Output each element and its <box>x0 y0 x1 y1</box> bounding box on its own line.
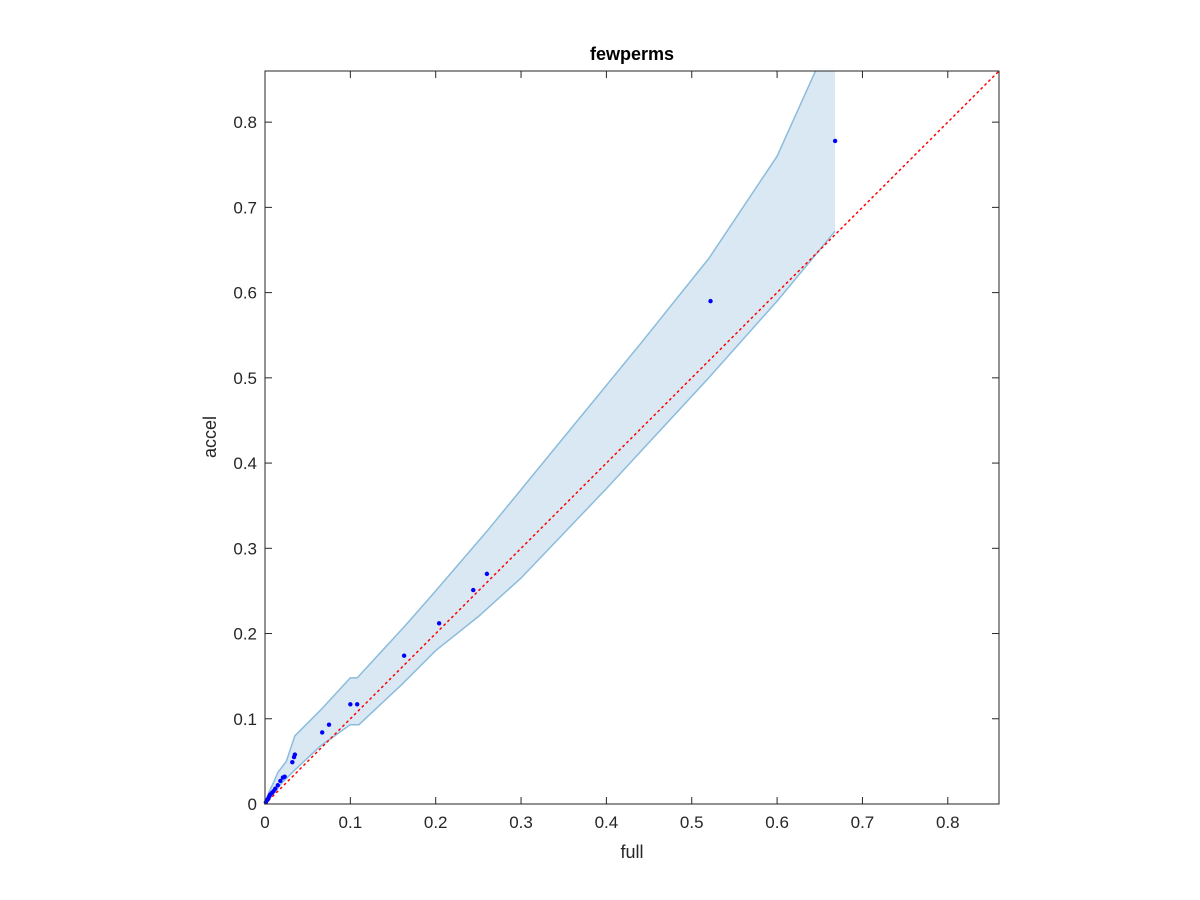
reference-line <box>264 70 1000 805</box>
data-point <box>319 730 325 735</box>
x-tick-label: 0.7 <box>851 813 875 832</box>
data-point <box>471 587 476 593</box>
confidence-band <box>265 71 836 804</box>
chart-title: fewperms <box>590 44 674 64</box>
band-upper-edge <box>265 71 817 804</box>
data-point <box>278 778 283 784</box>
y-tick-label: 0.4 <box>233 454 257 473</box>
data-point <box>401 653 407 658</box>
x-tick-label: 0 <box>260 813 269 832</box>
band-layer <box>265 71 836 804</box>
y-tick-label: 0.7 <box>233 198 257 217</box>
y-tick-label: 0.8 <box>233 113 257 132</box>
data-point <box>484 571 490 577</box>
x-tick-label: 0.2 <box>424 813 448 832</box>
y-tick-label: 0.1 <box>233 710 257 729</box>
data-point <box>436 621 442 626</box>
data-point <box>326 722 332 727</box>
data-point <box>354 702 360 707</box>
x-tick-label: 0.6 <box>765 813 789 832</box>
data-point <box>275 783 281 788</box>
y-axis-label: accel <box>200 416 220 458</box>
data-point <box>290 760 295 765</box>
data-point <box>282 774 287 779</box>
x-tick-label: 0.5 <box>680 813 704 832</box>
x-tick-label: 0.1 <box>339 813 363 832</box>
tick-layer: 0 0.1 0.2 0.3 0.4 0.5 0.6 0.7 0.8 0 0.1 0.2 0.3 0.4 0.… <box>233 71 999 832</box>
band-lower-edge <box>265 230 836 804</box>
x-tick-label: 0.8 <box>936 813 960 832</box>
data-point <box>292 752 298 757</box>
data-point <box>273 786 278 791</box>
y-tick-label: 0.6 <box>233 284 257 303</box>
x-axis-label: full <box>620 842 643 862</box>
reference-line-layer <box>264 70 1000 805</box>
y-tick-label: 0.5 <box>233 369 257 388</box>
plot-area: 0 0.1 0.2 0.3 0.4 0.5 0.6 0.7 0.8 0 0.1 0.2 0.3 0.4 0.… <box>233 70 1000 832</box>
x-tick-label: 0.3 <box>509 813 533 832</box>
y-tick-label: 0.2 <box>233 625 257 644</box>
data-point <box>832 138 838 144</box>
data-point <box>348 702 353 707</box>
axes-box <box>264 70 1000 805</box>
data-point <box>708 298 713 304</box>
point-layer <box>263 138 838 805</box>
y-tick-label: 0 <box>248 795 257 814</box>
x-tick-label: 0.4 <box>595 813 619 832</box>
y-tick-label: 0.3 <box>233 539 257 558</box>
